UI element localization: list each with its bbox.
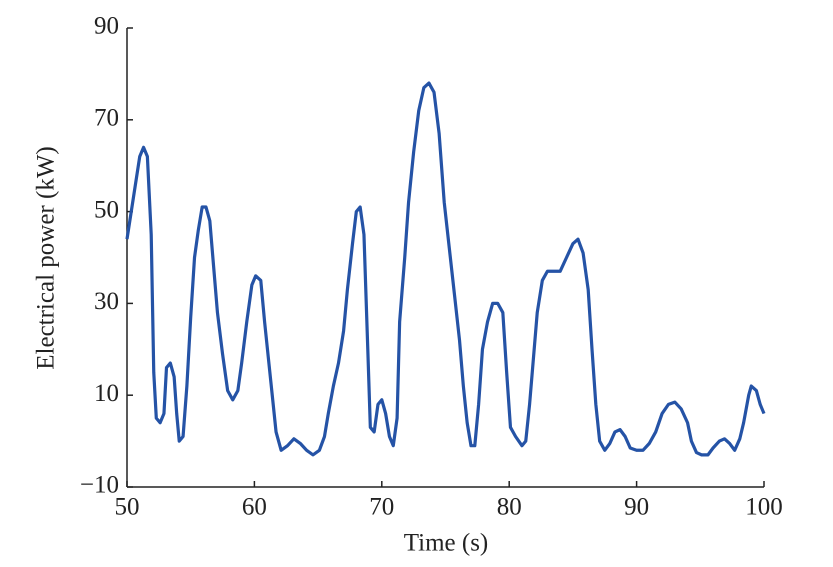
y-tick-label: −10 — [80, 472, 119, 499]
y-tick-label: 90 — [94, 13, 119, 40]
y-axis-label: Electrical power (kW) — [33, 146, 60, 370]
x-axis-label: Time (s) — [404, 530, 489, 557]
y-tick-label: 70 — [94, 105, 119, 132]
y-tick-label: 30 — [94, 288, 119, 315]
x-tick-label: 60 — [242, 494, 267, 521]
x-tick-label: 100 — [745, 494, 783, 521]
x-tick-label: 70 — [369, 494, 394, 521]
y-tick-label: 10 — [94, 380, 119, 407]
x-tick-label: 80 — [497, 494, 522, 521]
line-series — [125, 81, 766, 457]
x-tick-label: 50 — [115, 494, 140, 521]
y-tick-label: 50 — [94, 196, 119, 223]
x-tick-label: 90 — [624, 494, 649, 521]
